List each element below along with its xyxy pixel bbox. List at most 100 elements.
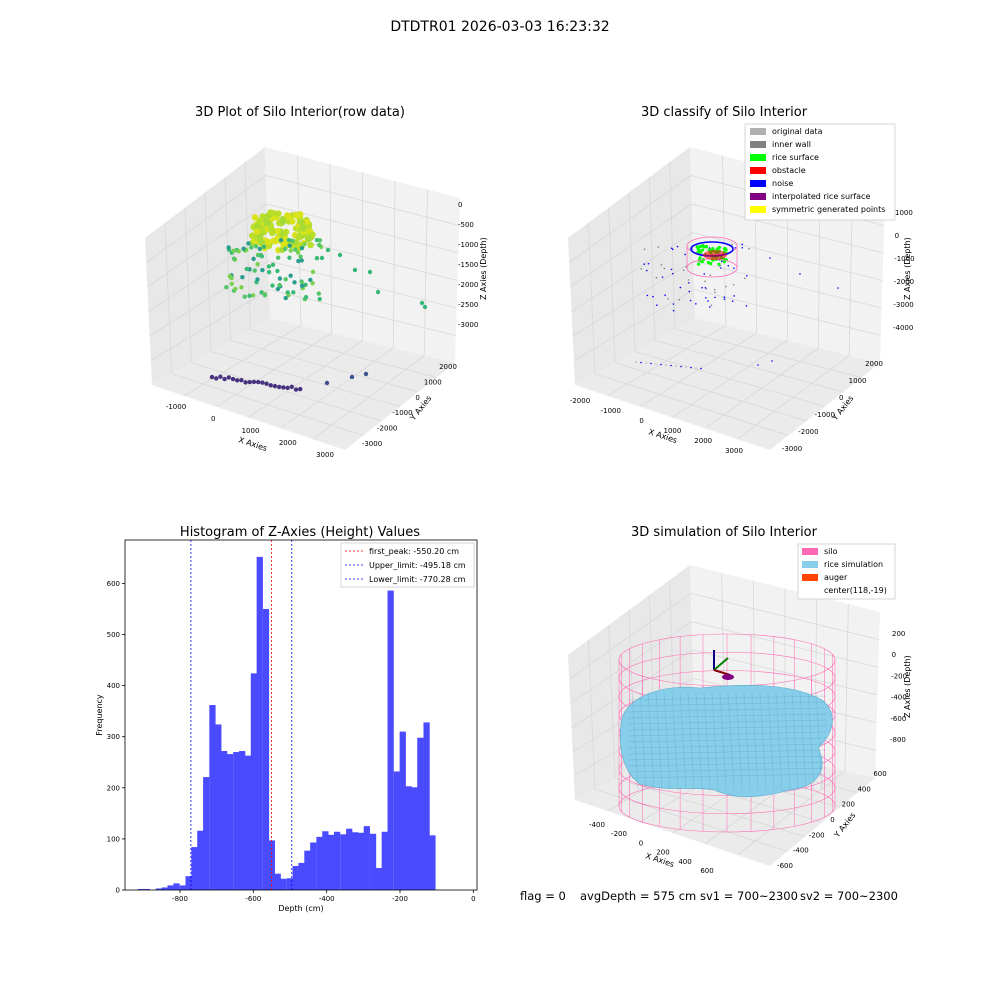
raw-ticks-z-2: -1000 [458,241,478,249]
raw-point [375,289,381,295]
hist-bar-19 [256,556,263,890]
raw-point [283,295,288,301]
rice-mesh-line [791,691,799,791]
rice-mesh-line [627,773,827,779]
raw-ticks-y-4: 1000 [424,378,442,386]
footer-sv1: sv1 = 700~2300 [700,889,798,903]
raw-point [266,264,272,269]
raw-point [251,214,259,221]
rice-mesh-line [799,691,807,791]
cls-point [646,269,648,272]
cls-ticks-y-3: 0 [839,394,843,402]
hist-bar-1 [143,888,150,890]
raw-ticks-x-3: 2000 [279,439,297,447]
rice-mesh-line [719,691,727,791]
raw-grid-floor-v4 [280,347,394,429]
raw-ticks-z-0: 0 [458,201,462,209]
hist-ytick-label-0: 0 [116,887,120,895]
raw-point [302,241,307,247]
cls-grid-left-v3 [571,232,693,312]
legend-swatch-interp [750,193,766,200]
hist-bar-36 [357,832,365,890]
cls-grid-back-v2 [691,203,884,254]
raw-point [303,295,309,300]
raw-point [277,276,283,281]
legend-inner-wall: inner wall [772,140,811,149]
cls-point [708,306,711,308]
cls-point [680,365,682,368]
raw-point [317,296,322,302]
raw-pane-floor [152,318,455,450]
cls-point [705,288,708,290]
plot-histogram: Histogram of Z-Axies (Height) Values -80… [95,525,478,913]
hist-bar-4 [167,885,174,890]
legend-swatch-rice-surface [750,154,766,161]
cls-point [687,279,690,281]
hist-bar-0 [137,888,145,890]
raw-point [309,231,316,238]
cls-ticks-z-5: -4000 [893,324,913,332]
hist-bar-31 [328,834,335,890]
cls-point [714,291,716,294]
raw-point [325,247,331,253]
raw-point [293,387,299,392]
cls-ticks-x-4: 2000 [694,437,712,445]
classify-obstacle-patch [703,250,727,260]
cls-grid-floor-v1 [607,325,727,397]
cls-point [703,273,706,275]
hist-bar-33 [340,834,347,890]
raw-point [262,293,268,298]
hist-bar-12 [215,724,222,890]
raw-ticks-x-0: -1000 [166,403,186,411]
rice-mesh-line [627,737,827,743]
cls-grid-back-v3 [692,232,883,281]
hist-bar-37 [363,826,370,890]
cls-point [684,253,686,256]
hist-bar-39 [375,868,383,890]
classify-legend: original data inner wall rice surface ob… [744,123,896,221]
raw-point [299,283,305,289]
raw-point [296,258,301,264]
cls-point [688,290,691,293]
hist-bar-34 [346,828,353,890]
raw-point [290,238,295,244]
cls-point [722,260,726,264]
raw-point [251,379,257,385]
footer-sv2: sv2 = 700~2300 [800,889,898,903]
cls-point [690,366,692,369]
cls-point [757,364,759,366]
cls-point [723,298,726,300]
raw-point [289,218,296,225]
cls-ticks-z-3: -2000 [894,278,914,286]
raw-point [283,212,291,219]
cls-point [732,283,735,286]
raw-point [253,244,259,249]
raw-ticks-z-6: -3000 [458,321,478,329]
raw-point [287,243,292,248]
hist-bar-46 [417,737,424,890]
cls-point [717,262,721,266]
raw-point [293,247,298,252]
hist-bar-26 [298,862,305,890]
hist-bar-10 [203,777,210,890]
hist-bar-15 [233,752,240,890]
cls-point [672,309,675,312]
cls-point [704,296,707,299]
hist-bar-43 [399,731,406,890]
raw-point [258,239,265,246]
raw-ticks-y-0: -3000 [362,440,382,448]
raw-grid-left-v2 [147,203,267,288]
raw-point [317,238,323,243]
raw-point [259,290,264,295]
cls-ticks-x-0: -2000 [570,397,590,405]
cls-point [646,294,649,297]
raw-point [287,255,292,260]
rice-mesh-line [627,743,827,749]
raw-point [214,376,219,381]
sim-legend-auger: auger [824,573,848,582]
rice-mesh-line [627,701,827,707]
raw-point [292,280,297,285]
raw-point [270,209,277,217]
raw-point [288,273,293,278]
sim-ticks-y-1: -400 [793,847,809,855]
